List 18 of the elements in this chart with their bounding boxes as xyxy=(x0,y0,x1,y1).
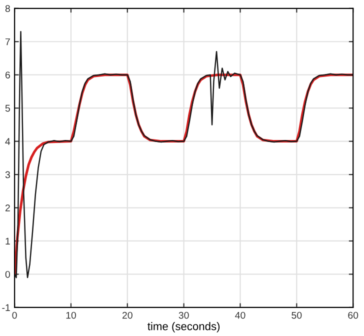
x-tick-label: 10 xyxy=(66,312,76,319)
y-tick-label: 7 xyxy=(5,38,10,46)
y-tick-label: 4 xyxy=(5,138,10,145)
x-tick-label: 40 xyxy=(235,312,246,319)
y-tick-label: 8 xyxy=(5,5,10,12)
x-tick-label: 60 xyxy=(348,312,358,319)
x-tick-label: 20 xyxy=(122,312,132,319)
x-tick-label: 30 xyxy=(178,312,189,319)
y-tick-label: 3 xyxy=(5,171,10,178)
y-tick-label: 0 xyxy=(5,270,10,278)
y-tick-label: 6 xyxy=(5,72,10,78)
x-tick-label: 0 xyxy=(12,312,17,319)
x-tick-label: 50 xyxy=(292,312,302,319)
y-tick-label: -1 xyxy=(2,304,10,311)
y-tick-label: 1 xyxy=(6,238,10,245)
y-tick-label: 2 xyxy=(5,204,10,212)
x-axis-title: time (seconds) xyxy=(148,322,220,332)
y-tick-label: 5 xyxy=(5,104,10,112)
